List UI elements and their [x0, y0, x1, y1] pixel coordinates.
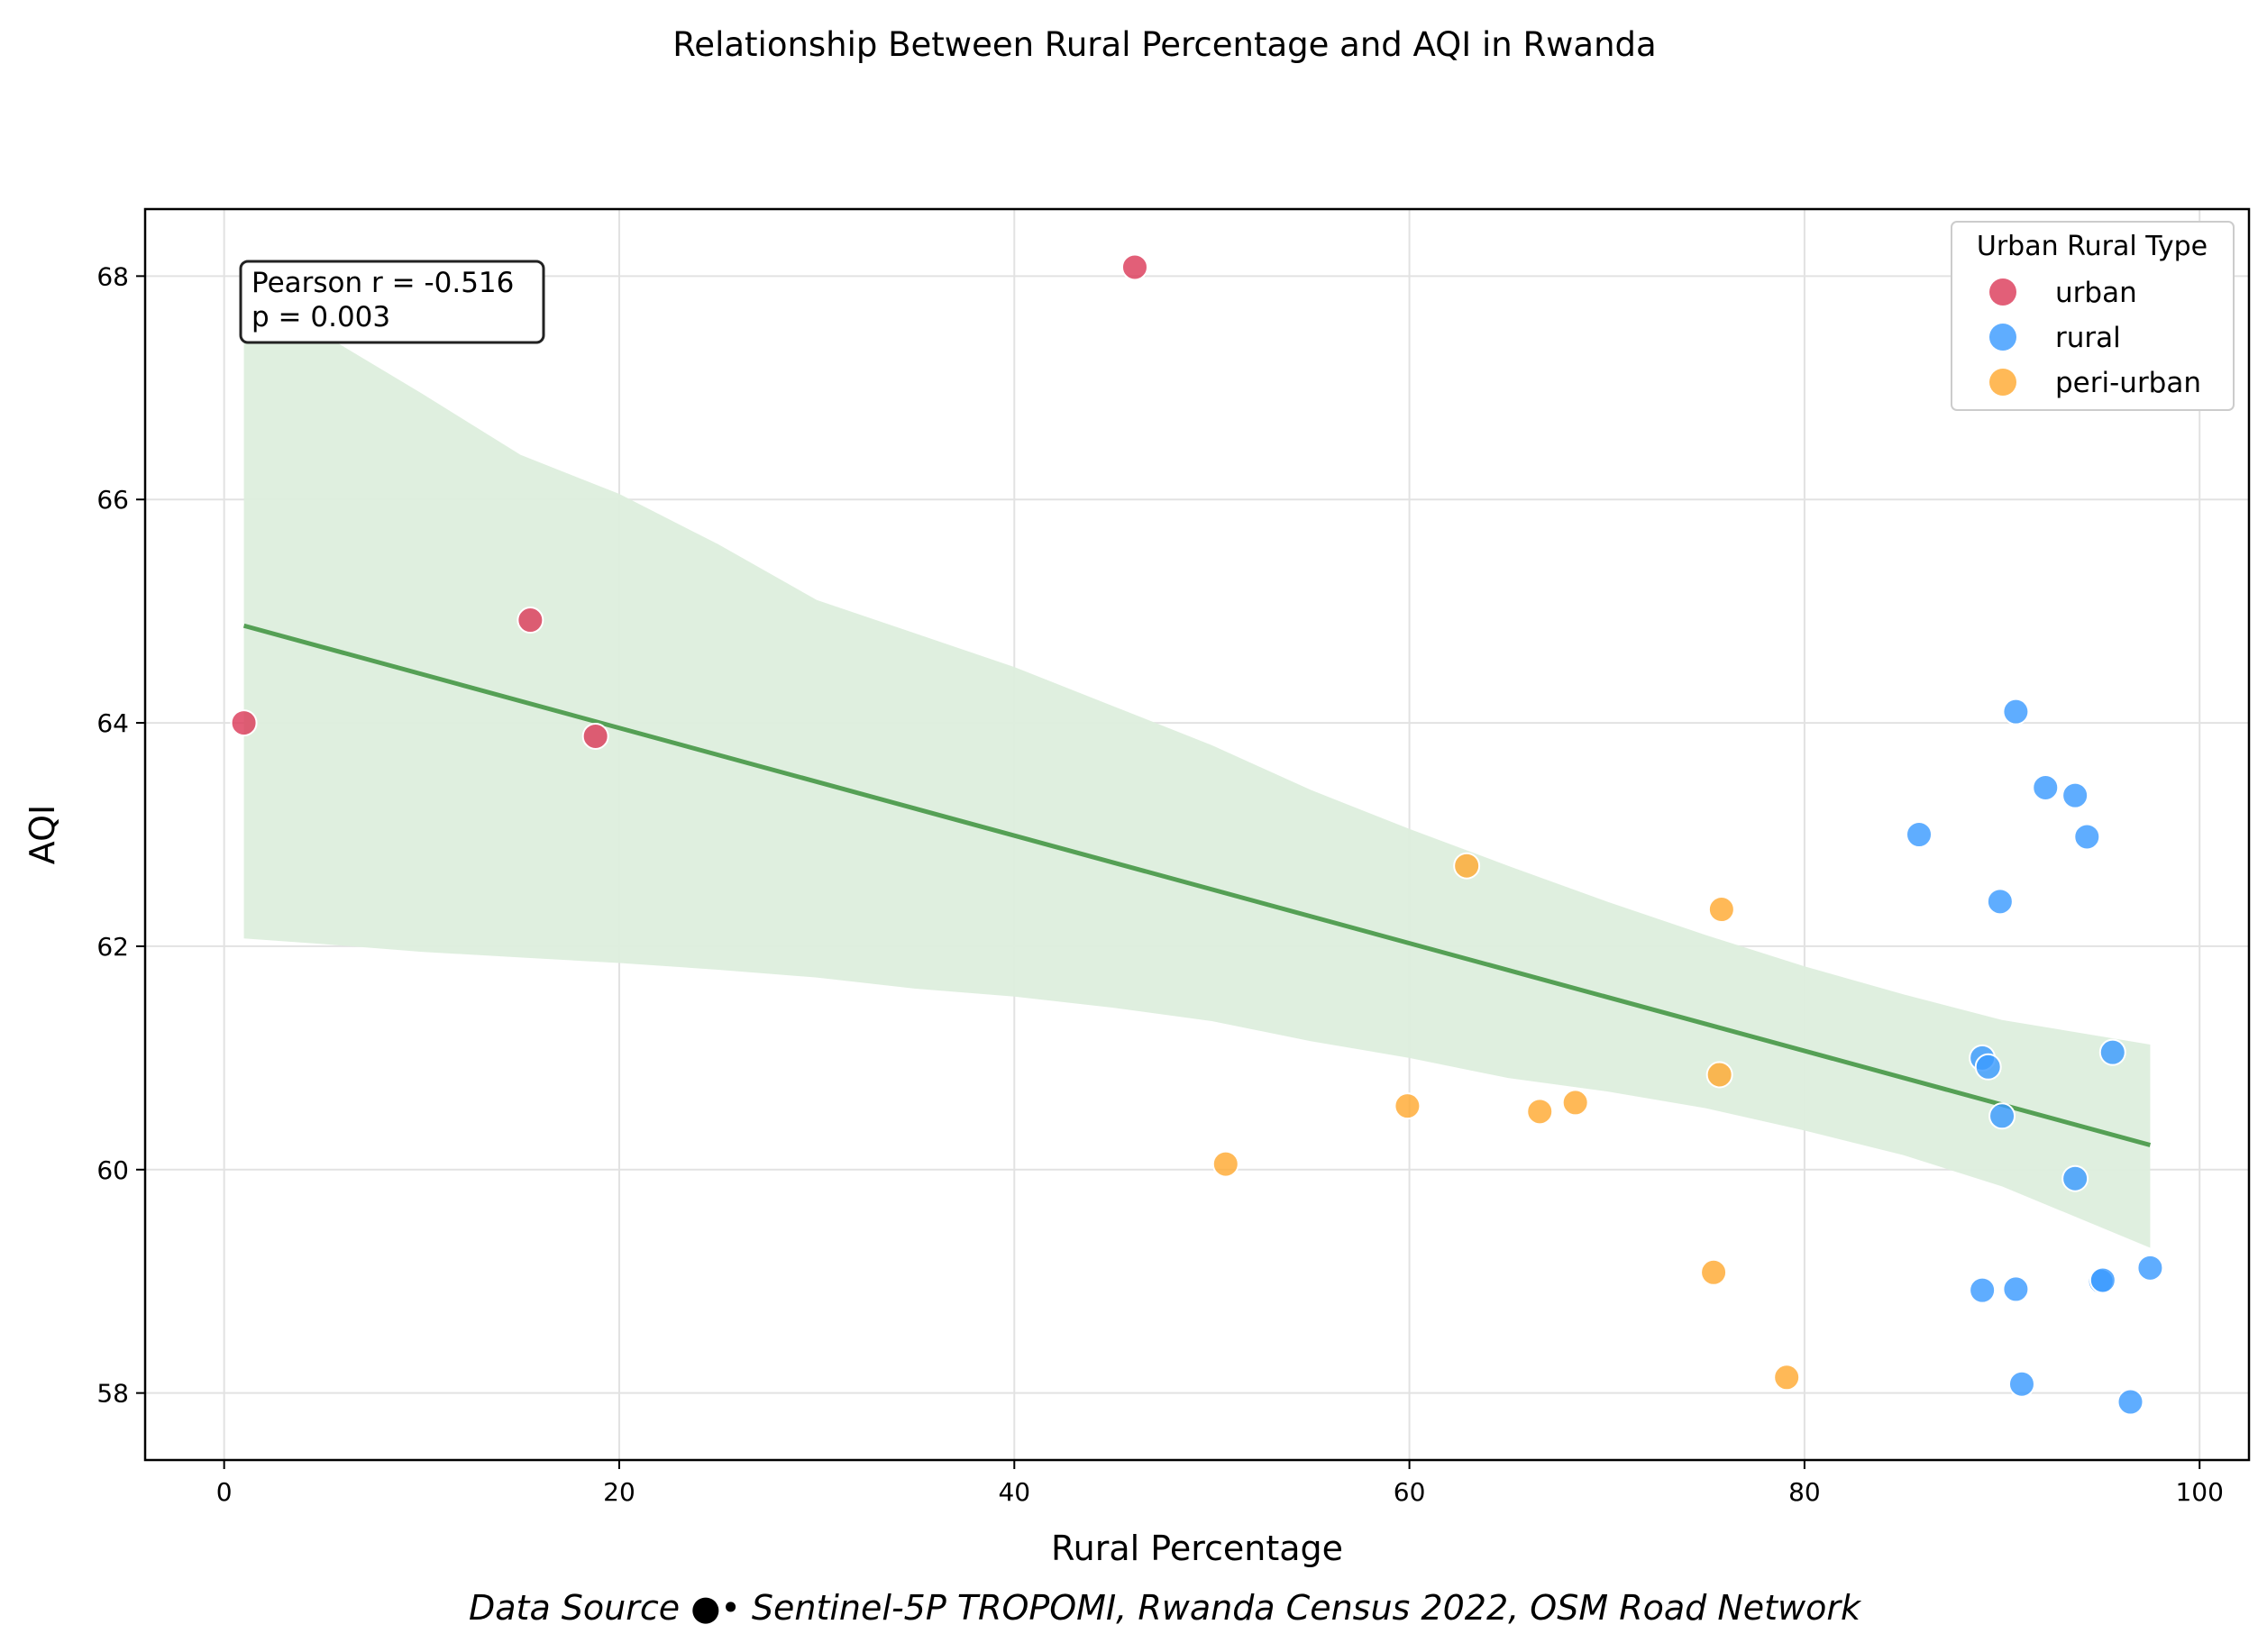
point-urban [516, 607, 544, 634]
point-rural [1974, 1053, 2002, 1081]
point-peri-urban [1211, 1150, 1239, 1178]
point-rural [2002, 698, 2030, 726]
x-tick-label: 40 [998, 1477, 1030, 1507]
stats-box [239, 260, 545, 344]
stats-annotation: Pearson r = -0.516 p = 0.003 [239, 260, 545, 344]
regression-line [242, 623, 2152, 1147]
y-tick-label: 62 [96, 932, 129, 962]
point-rural [2136, 1254, 2164, 1282]
plot-frame [143, 207, 2251, 1462]
point-peri-urban [1526, 1098, 1554, 1126]
legend-label-peri-urban: peri-urban [2055, 367, 2201, 399]
legend-box [1951, 221, 2235, 411]
ticks-layer: 0 20 40 60 80 100 58 60 62 64 66 68 [96, 261, 2224, 1507]
point-urban [230, 709, 258, 737]
x-axis-label: Rural Percentage [1051, 1529, 1343, 1568]
point-peri-urban [1700, 1258, 1728, 1286]
point-peri-urban [1705, 1061, 1733, 1089]
x-tick-label: 80 [1788, 1477, 1821, 1507]
point-rural [2007, 1370, 2035, 1398]
point-peri-urban [1561, 1089, 1589, 1117]
legend-marker-peri-urban [1989, 369, 2016, 396]
point-rural [2073, 823, 2101, 851]
confidence-band-layer [243, 304, 2151, 1248]
legend-items: urban rural peri-urban [1989, 277, 2201, 399]
data-source-footer: Data Source ●• Sentinel-5P TROPOMI, Rwan… [469, 1588, 1862, 1628]
legend-marker-rural [1989, 324, 2016, 351]
point-rural [2032, 773, 2060, 801]
legend-label-rural: rural [2055, 322, 2121, 354]
legend-marker-urban [1989, 278, 2016, 306]
y-tick-label: 58 [96, 1379, 129, 1409]
x-tick-label: 100 [2175, 1477, 2223, 1507]
point-rural [2061, 781, 2089, 809]
point-urban [1120, 253, 1148, 281]
y-tick-label: 64 [96, 708, 129, 738]
point-peri-urban [1453, 852, 1481, 880]
points-layer [230, 253, 2164, 1416]
point-rural [2002, 1275, 2030, 1303]
point-rural [1988, 1102, 2016, 1130]
point-rural [1986, 888, 2014, 916]
chart-title: Relationship Between Rural Percentage an… [672, 25, 1656, 64]
confidence-band [243, 304, 2151, 1248]
point-rural [2061, 1164, 2089, 1192]
y-axis-label: AQI [23, 805, 62, 864]
x-tick-label: 20 [603, 1477, 635, 1507]
point-peri-urban [1773, 1364, 1801, 1392]
y-tick-label: 60 [96, 1155, 129, 1185]
legend-label-urban: urban [2055, 277, 2137, 309]
legend: Urban Rural Type urban rural peri-urban [1951, 221, 2235, 411]
y-tick-label: 66 [96, 485, 129, 515]
point-peri-urban [1707, 896, 1735, 924]
point-rural [2116, 1388, 2144, 1416]
legend-title: Urban Rural Type [1977, 231, 2208, 262]
point-rural [1906, 821, 1933, 848]
p-value-text: p = 0.003 [251, 301, 390, 333]
point-rural [2098, 1038, 2126, 1066]
point-rural [2089, 1266, 2116, 1294]
x-tick-label: 0 [216, 1477, 233, 1507]
pearson-r-text: Pearson r = -0.516 [251, 267, 514, 299]
x-tick-label: 60 [1394, 1477, 1426, 1507]
point-peri-urban [1394, 1092, 1421, 1120]
point-urban [581, 722, 609, 750]
regression-line-layer [242, 623, 2152, 1147]
y-tick-label: 68 [96, 261, 129, 291]
point-rural [1969, 1276, 1997, 1304]
